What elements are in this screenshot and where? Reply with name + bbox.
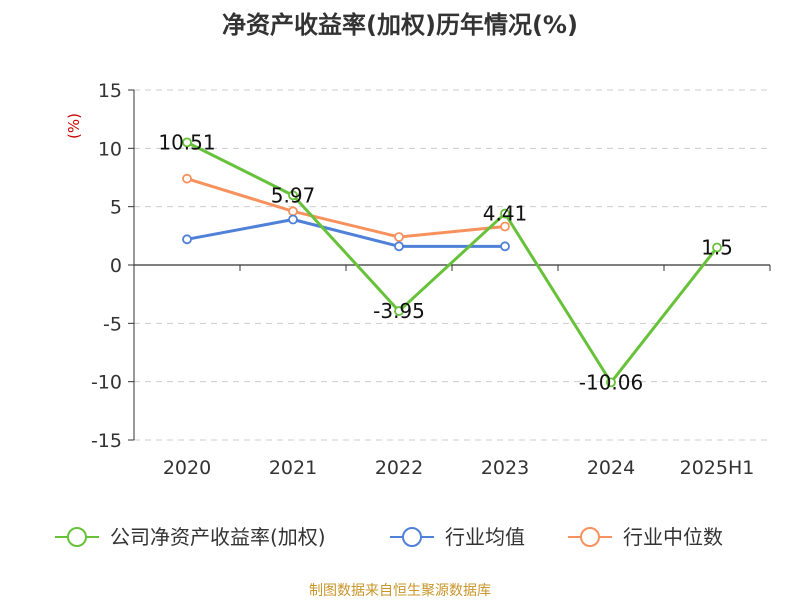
data-label: -3.95 [373, 299, 425, 323]
data-point [182, 234, 192, 245]
y-tick-label: 15 [98, 80, 122, 102]
legend-label[interactable]: 行业均值 [445, 525, 525, 549]
y-tick-label: -15 [91, 430, 122, 452]
data-point [394, 241, 404, 252]
data-label: -10.06 [579, 370, 643, 394]
data-point [182, 173, 192, 184]
axes: 15 10 5 0 -5 -10 -15 2020 2021 2022 2023 2024 2025H1 [91, 80, 771, 479]
source-note: 制图数据来自恒生聚源数据库 [309, 583, 491, 599]
legend-label[interactable]: 公司净资产收益率(加权) [110, 525, 326, 549]
y-axis-unit-label: (%) [65, 113, 83, 139]
data-point [394, 306, 404, 316]
data-point [288, 214, 298, 225]
x-tick-label: 2022 [375, 457, 423, 479]
data-label: 1.5 [701, 236, 733, 260]
series-lines [182, 137, 722, 388]
data-point [606, 377, 616, 388]
data-point [288, 190, 298, 201]
x-tick-label: 2023 [481, 457, 529, 479]
x-tick-label: 2025H1 [680, 457, 755, 479]
data-point [394, 232, 404, 242]
y-tick-label: 0 [110, 255, 122, 277]
legend: 公司净资产收益率(加权) 行业均值 行业中位数 [55, 525, 723, 549]
legend-marker [580, 527, 600, 547]
data-point [182, 137, 192, 148]
x-tick-label: 2020 [163, 457, 211, 479]
y-tick-label: -5 [103, 313, 122, 335]
data-point [500, 208, 510, 219]
data-point [500, 241, 510, 252]
chart-title: 净资产收益率(加权)历年情况(%) [222, 11, 578, 39]
data-label: 10.51 [158, 130, 215, 154]
legend-marker [402, 527, 422, 547]
y-tick-label: 10 [98, 138, 122, 160]
y-tick-label: -10 [91, 372, 122, 394]
data-labels: 10.51 5.97 -3.95 4.41 -10.06 1.5 [158, 130, 733, 394]
data-point [500, 221, 510, 232]
gridlines [134, 89, 770, 441]
data-label: 4.41 [483, 202, 528, 226]
legend-marker [67, 527, 87, 547]
series-line [186, 141, 719, 384]
series-line [186, 177, 506, 239]
series-line [186, 218, 505, 248]
legend-label[interactable]: 行业中位数 [623, 525, 723, 549]
data-point [288, 206, 298, 217]
y-tick-label: 5 [110, 197, 122, 219]
x-tick-label: 2021 [269, 457, 317, 479]
data-label: 5.97 [271, 183, 316, 207]
data-point [712, 242, 722, 253]
x-tick-label: 2024 [587, 457, 635, 479]
